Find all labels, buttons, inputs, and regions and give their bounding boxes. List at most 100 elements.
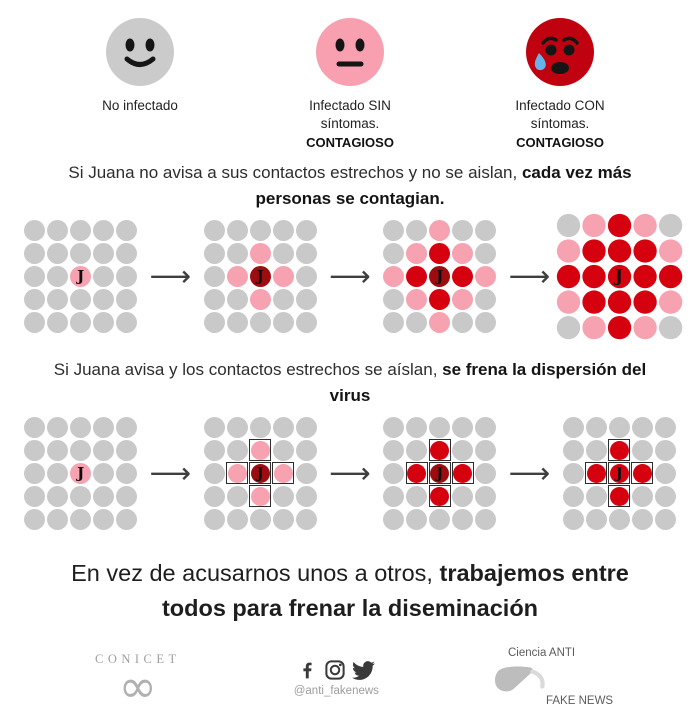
person-dot bbox=[249, 219, 271, 241]
person-dot bbox=[383, 416, 405, 438]
person-dot bbox=[249, 288, 271, 310]
person-dot bbox=[116, 439, 138, 461]
heading-bold-text: se frena la dispersión del virus bbox=[329, 360, 647, 405]
person-dot bbox=[47, 439, 69, 461]
person-dot bbox=[226, 462, 249, 485]
person-dot bbox=[585, 462, 608, 485]
person-dot bbox=[383, 439, 405, 461]
person-dot bbox=[562, 508, 584, 530]
person-dot bbox=[475, 485, 497, 507]
person-dot bbox=[556, 264, 580, 288]
person-dot bbox=[452, 288, 474, 310]
juana-initial: J bbox=[256, 266, 264, 285]
legend-item-infected-no-symptoms: Infectado SIN síntomas. CONTAGIOSO bbox=[280, 16, 420, 150]
person-dot bbox=[562, 416, 584, 438]
person-dot bbox=[562, 439, 584, 461]
person-dot-juana: J bbox=[428, 462, 451, 485]
person-dot bbox=[429, 242, 451, 264]
person-dot-juana: J bbox=[70, 265, 92, 287]
arrow-right-icon: ⟶ bbox=[329, 455, 371, 490]
person-dot bbox=[226, 508, 248, 530]
person-dot bbox=[406, 439, 428, 461]
person-dot bbox=[272, 288, 294, 310]
person-dot bbox=[654, 439, 676, 461]
person-dot bbox=[429, 311, 451, 333]
person-dot bbox=[654, 462, 676, 484]
person-dot bbox=[24, 508, 46, 530]
legend-label: No infectado bbox=[102, 98, 178, 113]
dot-grid-panel: J bbox=[383, 416, 497, 530]
person-dot bbox=[272, 265, 294, 287]
person-dot bbox=[116, 311, 138, 333]
legend: No infectado Infectado SIN síntomas. CON… bbox=[0, 0, 700, 150]
person-dot bbox=[406, 508, 428, 530]
person-dot bbox=[585, 508, 607, 530]
person-dot bbox=[582, 315, 606, 339]
person-dot bbox=[226, 242, 248, 264]
person-dot bbox=[203, 242, 225, 264]
person-dot bbox=[70, 311, 92, 333]
person-dot bbox=[383, 242, 405, 264]
person-dot bbox=[116, 265, 138, 287]
person-dot bbox=[654, 416, 676, 438]
person-dot bbox=[295, 485, 317, 507]
person-dot bbox=[633, 238, 657, 263]
person-dot bbox=[24, 242, 46, 264]
person-dot bbox=[562, 485, 584, 507]
brand-bottom-text: FAKE NEWS bbox=[546, 694, 614, 707]
person-dot bbox=[295, 288, 317, 310]
person-dot bbox=[116, 508, 138, 530]
person-dot bbox=[475, 265, 497, 287]
closing-message: En vez de acusarnos unos a otros, trabaj… bbox=[40, 556, 660, 627]
person-dot bbox=[24, 265, 46, 287]
person-dot bbox=[608, 485, 631, 508]
person-dot bbox=[383, 508, 405, 530]
scenario-no-warning: Si Juana no avisa a sus contactos estrec… bbox=[0, 160, 700, 339]
arrow-right-icon: ⟶ bbox=[329, 258, 371, 293]
twitter-icon bbox=[352, 660, 376, 680]
person-dot bbox=[475, 288, 497, 310]
person-dot bbox=[47, 416, 69, 438]
person-dot bbox=[24, 219, 46, 241]
dot-grid-panel: J bbox=[24, 219, 138, 333]
person-dot bbox=[295, 265, 317, 287]
person-dot bbox=[631, 508, 653, 530]
person-dot bbox=[406, 219, 428, 241]
spread-sequence-contained: J ⟶ J ⟶ J ⟶ J bbox=[0, 416, 700, 530]
person-dot bbox=[70, 439, 92, 461]
person-dot bbox=[295, 416, 317, 438]
person-dot bbox=[452, 311, 474, 333]
person-dot bbox=[475, 416, 497, 438]
person-dot bbox=[562, 462, 584, 484]
person-dot bbox=[272, 311, 294, 333]
person-dot bbox=[24, 288, 46, 310]
person-dot bbox=[295, 311, 317, 333]
social-icons-row bbox=[294, 659, 379, 682]
arrow-right-icon: ⟶ bbox=[149, 455, 192, 490]
person-dot bbox=[475, 508, 497, 530]
person-dot bbox=[70, 416, 92, 438]
person-dot bbox=[93, 265, 115, 287]
contagious-label: CONTAGIOSO bbox=[306, 135, 394, 151]
person-dot bbox=[116, 288, 138, 310]
person-dot bbox=[249, 242, 271, 264]
person-dot bbox=[70, 219, 92, 241]
dot-grid-panel: J bbox=[562, 416, 676, 530]
person-dot bbox=[295, 439, 317, 461]
conicet-wordmark: CONICET bbox=[95, 651, 181, 666]
person-dot bbox=[582, 289, 606, 314]
person-dot bbox=[203, 439, 225, 461]
person-dot bbox=[295, 508, 317, 530]
person-dot bbox=[226, 265, 248, 287]
legend-label: Infectado SIN síntomas. bbox=[309, 98, 391, 131]
person-dot bbox=[475, 462, 497, 484]
footer: CONICET ∞ @anti_fakenews Ciencia ANTI FA… bbox=[95, 647, 620, 709]
person-dot bbox=[452, 219, 474, 241]
person-dot bbox=[406, 485, 428, 507]
person-dot bbox=[452, 485, 474, 507]
person-dot bbox=[654, 508, 676, 530]
person-dot bbox=[452, 416, 474, 438]
person-dot bbox=[249, 485, 272, 508]
juana-initial: J bbox=[615, 265, 624, 286]
person-dot bbox=[658, 264, 683, 288]
